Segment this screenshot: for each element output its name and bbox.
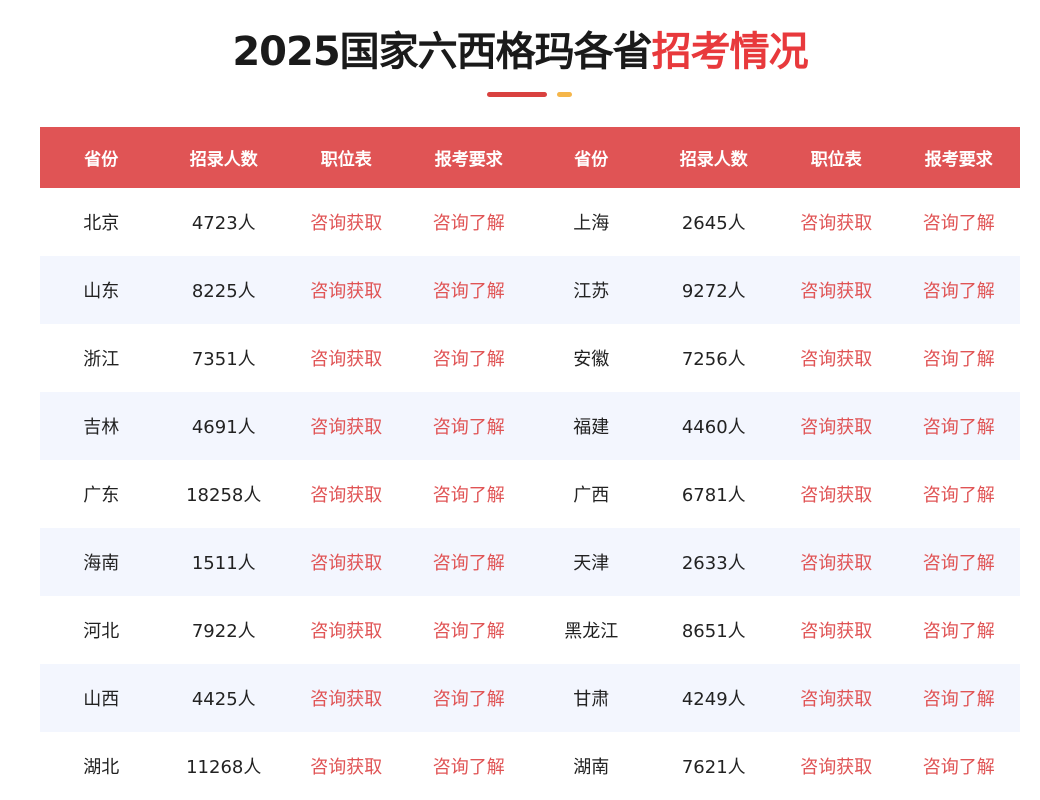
job-list-link[interactable]: 咨询获取 — [800, 213, 873, 234]
page-title: 2025国家六西格玛各省招考情况 — [0, 24, 1040, 80]
table-row: 河北 7922人 咨询获取 咨询了解 黑龙江 8651人 咨询获取 咨询了解 — [40, 596, 1020, 664]
count-cell: 4691人 — [191, 417, 256, 438]
column-header: 职位表 — [810, 150, 862, 170]
recruitment-table: 省份 招录人数 职位表 报考要求 省份 招录人数 职位表 报考要求 北京 4723人 咨询获取 咨询… — [40, 127, 1020, 800]
count-cell: 2633人 — [681, 553, 746, 574]
column-header: 报考要求 — [434, 150, 503, 170]
column-header: 招录人数 — [679, 150, 748, 170]
requirements-link[interactable]: 咨询了解 — [432, 553, 505, 574]
requirements-link[interactable]: 咨询了解 — [922, 213, 995, 234]
count-cell: 7256人 — [681, 349, 746, 370]
table-row: 湖北 11268人 咨询获取 咨询了解 湖南 7621人 咨询获取 咨询了解 — [40, 732, 1020, 800]
table-row: 北京 4723人 咨询获取 咨询了解 上海 2645人 咨询获取 咨询了解 — [40, 188, 1020, 256]
count-cell: 4723人 — [191, 213, 256, 234]
title-underline-yellow — [557, 92, 572, 97]
province-cell: 山西 — [83, 689, 120, 710]
table-body: 北京 4723人 咨询获取 咨询了解 上海 2645人 咨询获取 咨询了解 山东 8225人 咨询获… — [40, 188, 1020, 800]
requirements-link[interactable]: 咨询了解 — [432, 213, 505, 234]
job-list-link[interactable]: 咨询获取 — [310, 621, 383, 642]
province-cell: 湖南 — [573, 757, 610, 778]
table-row: 海南 1511人 咨询获取 咨询了解 天津 2633人 咨询获取 咨询了解 — [40, 528, 1020, 596]
job-list-link[interactable]: 咨询获取 — [310, 689, 383, 710]
province-cell: 安徽 — [573, 349, 610, 370]
job-list-link[interactable]: 咨询获取 — [800, 757, 873, 778]
requirements-link[interactable]: 咨询了解 — [922, 621, 995, 642]
job-list-link[interactable]: 咨询获取 — [310, 349, 383, 370]
column-header: 省份 — [574, 150, 609, 170]
title-main: 2025国家六西格玛各省 — [232, 29, 652, 75]
requirements-link[interactable]: 咨询了解 — [922, 349, 995, 370]
province-cell: 江苏 — [573, 281, 610, 302]
job-list-link[interactable]: 咨询获取 — [800, 553, 873, 574]
count-cell: 2645人 — [681, 213, 746, 234]
count-cell: 1511人 — [191, 553, 256, 574]
job-list-link[interactable]: 咨询获取 — [310, 281, 383, 302]
province-cell: 广西 — [573, 485, 610, 506]
province-cell: 北京 — [83, 213, 120, 234]
province-cell: 河北 — [83, 621, 120, 642]
requirements-link[interactable]: 咨询了解 — [432, 485, 505, 506]
requirements-link[interactable]: 咨询了解 — [922, 485, 995, 506]
requirements-link[interactable]: 咨询了解 — [432, 281, 505, 302]
count-cell: 4460人 — [681, 417, 746, 438]
table-row: 吉林 4691人 咨询获取 咨询了解 福建 4460人 咨询获取 咨询了解 — [40, 392, 1020, 460]
count-cell: 7621人 — [681, 757, 746, 778]
province-cell: 甘肃 — [573, 689, 610, 710]
count-cell: 7351人 — [191, 349, 256, 370]
province-cell: 上海 — [573, 213, 610, 234]
count-cell: 6781人 — [681, 485, 746, 506]
requirements-link[interactable]: 咨询了解 — [922, 689, 995, 710]
title-underline-red — [487, 92, 547, 97]
count-cell: 8225人 — [191, 281, 256, 302]
province-cell: 浙江 — [83, 349, 120, 370]
table-header: 省份 招录人数 职位表 报考要求 省份 招录人数 职位表 报考要求 — [40, 127, 1020, 188]
job-list-link[interactable]: 咨询获取 — [800, 417, 873, 438]
requirements-link[interactable]: 咨询了解 — [922, 553, 995, 574]
column-header: 报考要求 — [924, 150, 993, 170]
province-cell: 湖北 — [83, 757, 120, 778]
requirements-link[interactable]: 咨询了解 — [432, 621, 505, 642]
job-list-link[interactable]: 咨询获取 — [310, 417, 383, 438]
count-cell: 4425人 — [191, 689, 256, 710]
job-list-link[interactable]: 咨询获取 — [800, 621, 873, 642]
province-cell: 山东 — [83, 281, 120, 302]
province-cell: 天津 — [573, 553, 610, 574]
job-list-link[interactable]: 咨询获取 — [310, 757, 383, 778]
province-cell: 黑龙江 — [564, 621, 619, 642]
table-row: 山西 4425人 咨询获取 咨询了解 甘肃 4249人 咨询获取 咨询了解 — [40, 664, 1020, 732]
table-row: 广东 18258人 咨询获取 咨询了解 广西 6781人 咨询获取 咨询了解 — [40, 460, 1020, 528]
count-cell: 9272人 — [681, 281, 746, 302]
count-cell: 11268人 — [186, 757, 262, 778]
requirements-link[interactable]: 咨询了解 — [432, 689, 505, 710]
province-cell: 广东 — [83, 485, 120, 506]
count-cell: 7922人 — [191, 621, 256, 642]
job-list-link[interactable]: 咨询获取 — [310, 485, 383, 506]
requirements-link[interactable]: 咨询了解 — [922, 281, 995, 302]
count-cell: 18258人 — [186, 485, 262, 506]
requirements-link[interactable]: 咨询了解 — [432, 417, 505, 438]
job-list-link[interactable]: 咨询获取 — [800, 349, 873, 370]
column-header: 省份 — [84, 150, 119, 170]
column-header: 招录人数 — [189, 150, 258, 170]
requirements-link[interactable]: 咨询了解 — [922, 417, 995, 438]
job-list-link[interactable]: 咨询获取 — [310, 553, 383, 574]
table-row: 山东 8225人 咨询获取 咨询了解 江苏 9272人 咨询获取 咨询了解 — [40, 256, 1020, 324]
province-cell: 吉林 — [83, 417, 120, 438]
job-list-link[interactable]: 咨询获取 — [800, 485, 873, 506]
job-list-link[interactable]: 咨询获取 — [800, 689, 873, 710]
count-cell: 8651人 — [681, 621, 746, 642]
job-list-link[interactable]: 咨询获取 — [310, 213, 383, 234]
province-cell: 福建 — [573, 417, 610, 438]
province-cell: 海南 — [83, 553, 120, 574]
count-cell: 4249人 — [681, 689, 746, 710]
job-list-link[interactable]: 咨询获取 — [800, 281, 873, 302]
column-header: 职位表 — [320, 150, 372, 170]
requirements-link[interactable]: 咨询了解 — [922, 757, 995, 778]
requirements-link[interactable]: 咨询了解 — [432, 757, 505, 778]
title-highlight: 招考情况 — [651, 29, 809, 75]
table-row: 浙江 7351人 咨询获取 咨询了解 安徽 7256人 咨询获取 咨询了解 — [40, 324, 1020, 392]
requirements-link[interactable]: 咨询了解 — [432, 349, 505, 370]
